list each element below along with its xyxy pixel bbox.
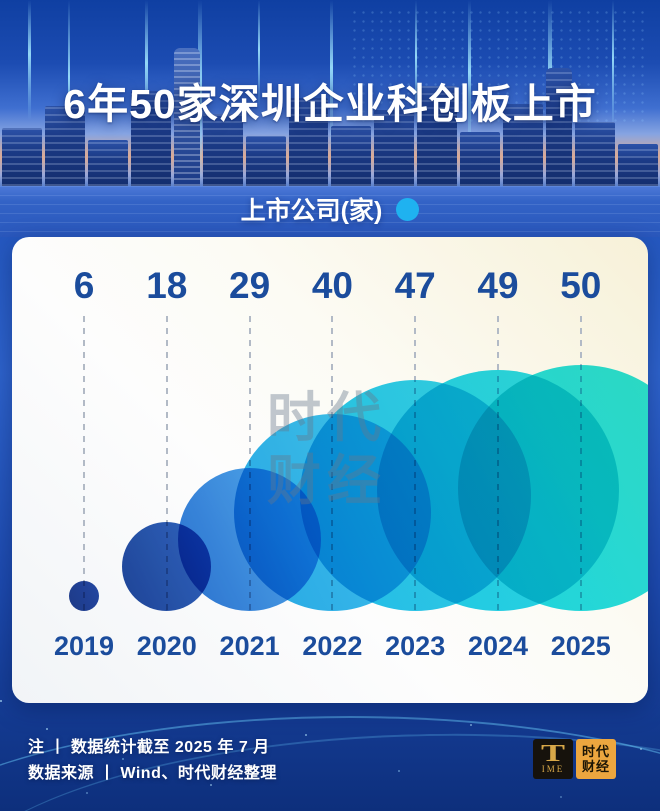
year-label-2019: 2019 — [53, 631, 115, 661]
city-skyline-art: 6年50家深圳企业科创板上市 — [0, 0, 660, 186]
value-label-2025: 50 — [560, 265, 602, 306]
water-band — [0, 186, 660, 237]
legend-dot-icon — [396, 197, 420, 221]
wave-streak — [0, 716, 660, 811]
value-label-2024: 49 — [477, 265, 519, 306]
brand-name-block: 时代 财经 — [576, 739, 616, 779]
year-label-2022: 2022 — [302, 631, 363, 661]
chart-card: 6 2019 18 2020 29 2021 40 2022 47 2023 49 2024 50 202… — [12, 237, 648, 703]
note-line-1: 注 丨 数据统计截至 2025 年 7 月 — [28, 739, 270, 756]
value-label-2023: 47 — [394, 265, 436, 306]
logo-letters-ime: IME — [541, 763, 565, 774]
year-label-2023: 2023 — [385, 631, 446, 661]
value-label-2020: 18 — [146, 265, 188, 306]
watermark-line1: 时代 — [267, 388, 387, 448]
dot-grid-texture — [350, 8, 650, 128]
watermark: 时代 财经 — [267, 387, 387, 512]
chart-legend: 上市公司(家) — [0, 192, 660, 226]
value-label-2021: 29 — [229, 265, 271, 306]
plot-area: 6 2019 18 2020 29 2021 40 2022 47 2023 49 2024 50 202… — [12, 237, 648, 703]
legend-label: 上市公司(家) — [240, 197, 383, 225]
dashed-guide-2020 — [165, 316, 168, 612]
value-label-2022: 40 — [311, 265, 353, 306]
time-logo-mark: T IME — [533, 739, 573, 779]
note-line-2: 数据来源 丨 Wind、时代财经整理 — [28, 765, 277, 782]
bubble-2025 — [457, 365, 648, 611]
brand-logo: T IME 时代 财经 — [533, 739, 616, 779]
skyline-buildings — [0, 36, 660, 186]
brand-line1: 时代 — [581, 744, 610, 759]
year-label-2021: 2021 — [219, 631, 280, 661]
footer-notes: 注 丨 数据统计截至 2025 年 7 月 数据来源 丨 Wind、时代财经整理 — [28, 735, 277, 787]
dashed-guide-2019 — [83, 316, 85, 612]
watermark-line2: 财经 — [267, 450, 387, 511]
year-label-2024: 2024 — [467, 631, 529, 661]
particle-dots — [0, 700, 2, 702]
brand-line2: 财经 — [581, 759, 610, 774]
year-label-2025: 2025 — [550, 631, 611, 661]
year-label-2020: 2020 — [136, 631, 197, 661]
page-title: 6年50家深圳企业科创板上市 — [63, 81, 597, 127]
logo-letter-t: T — [540, 740, 566, 767]
value-label-2019: 6 — [73, 265, 95, 306]
bubble-2019 — [69, 581, 99, 611]
